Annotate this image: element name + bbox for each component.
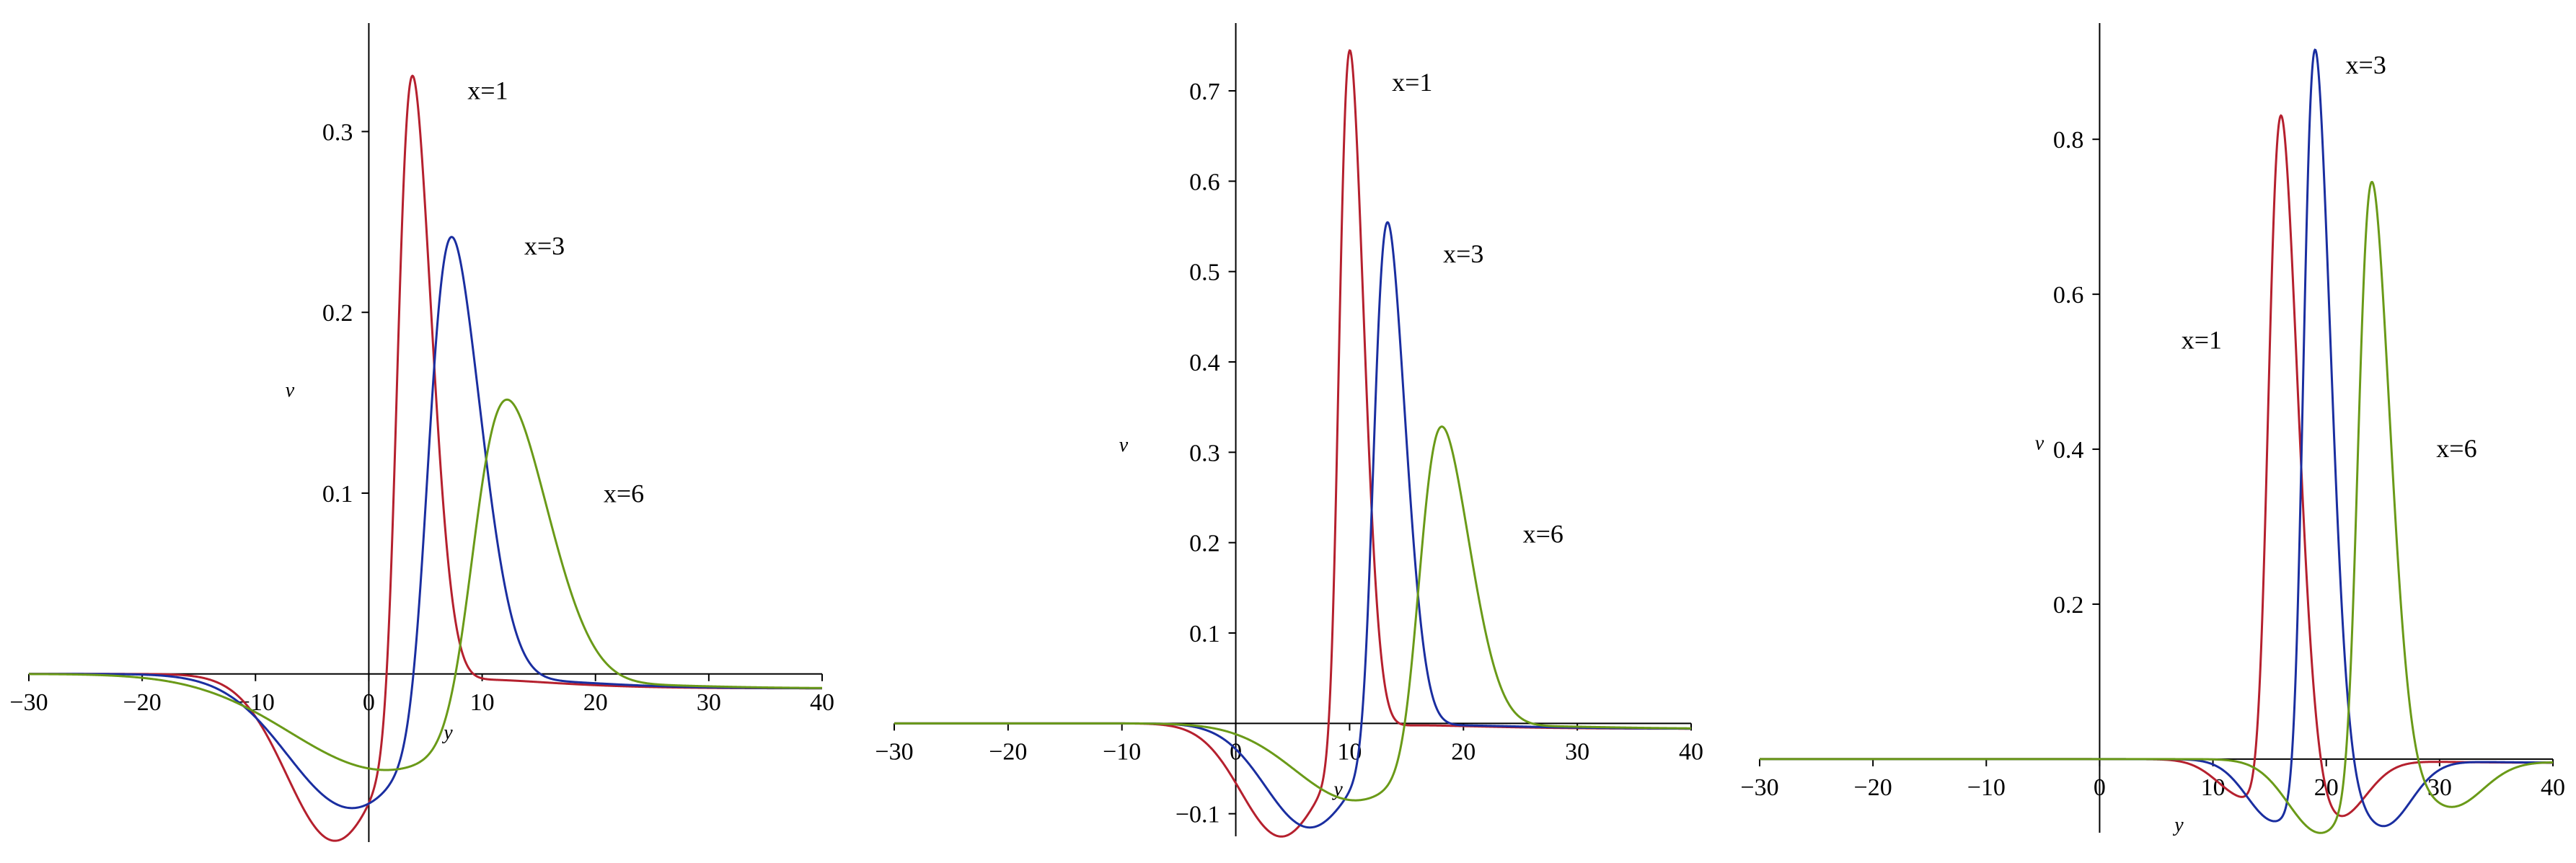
x-tick-label: 0 — [363, 689, 375, 716]
y-tick-label: 0.4 — [2053, 437, 2084, 464]
curve-annotation: x=1 — [2182, 325, 2222, 354]
y-tick-label: 0.1 — [1189, 621, 1220, 647]
y-tick-label: 0.2 — [1189, 531, 1220, 557]
y-tick-label: 0.2 — [2053, 592, 2084, 619]
x-tick-label: 40 — [2541, 774, 2565, 801]
chart-panel-2: −30 −20 −10 0 10 20 30 40−0.10.10.20.30.40.50.6… — [875, 23, 1703, 838]
x-tick-label: −10 — [1967, 774, 2006, 801]
x-tick-label: −20 — [1854, 774, 1892, 801]
x-tick-label: −20 — [989, 738, 1027, 765]
y-tick-label: 0.1 — [322, 481, 353, 508]
x-tick-label: 30 — [697, 689, 721, 716]
x-tick-label: 10 — [470, 689, 495, 716]
x-tick-label: 40 — [810, 689, 834, 716]
y-axis-label: v — [2035, 433, 2045, 455]
series-line-1 — [1760, 114, 2553, 818]
series-line-2 — [29, 236, 823, 810]
curve-annotation: x=3 — [2346, 50, 2386, 79]
series-line-3 — [894, 425, 1692, 802]
x-tick-label: −30 — [1740, 774, 1778, 801]
x-tick-label: −30 — [9, 689, 48, 716]
curve-annotation: x=6 — [604, 479, 644, 508]
y-tick-label: 0.2 — [322, 300, 353, 327]
y-tick-label: −0.1 — [1175, 802, 1220, 828]
series-line-1 — [29, 74, 822, 842]
x-tick-label: 30 — [2427, 774, 2452, 801]
series-line-2 — [894, 221, 1692, 829]
curve-annotation: x=6 — [2436, 434, 2476, 463]
y-axis-label: v — [286, 379, 295, 402]
curve-annotation: x=1 — [467, 76, 508, 105]
y-tick-label: 0.5 — [1189, 260, 1220, 286]
series-line-3 — [1760, 180, 2554, 834]
x-tick-label: 0 — [2094, 774, 2106, 801]
y-axis-label: v — [1119, 434, 1129, 456]
series-line-2 — [1760, 48, 2554, 828]
series-line-1 — [894, 49, 1691, 838]
y-tick-label: 0.4 — [1189, 350, 1220, 376]
curve-annotation: x=1 — [1392, 68, 1432, 97]
x-axis-label: y — [2172, 814, 2184, 836]
series-line-3 — [29, 398, 822, 771]
x-tick-label: 40 — [1679, 738, 1703, 765]
x-tick-label: 20 — [1451, 738, 1476, 765]
x-tick-label: 30 — [1565, 738, 1589, 765]
y-tick-label: 0.6 — [2053, 282, 2084, 309]
chart-panel-3: −30 −20 −10 0 10 20 30 400.20.40.60.8yvx=3x=1x=… — [1740, 23, 2565, 836]
curve-annotation: x=6 — [1523, 520, 1563, 549]
y-tick-label: 0.7 — [1189, 79, 1220, 105]
y-tick-label: 0.3 — [322, 119, 353, 146]
y-tick-label: 0.6 — [1189, 169, 1220, 195]
x-tick-label: −10 — [1103, 738, 1141, 765]
y-tick-label: 0.3 — [1189, 440, 1220, 466]
x-tick-label: −20 — [123, 689, 162, 716]
x-axis-label: y — [441, 722, 453, 744]
x-tick-label: 20 — [583, 689, 608, 716]
y-tick-label: 0.8 — [2053, 127, 2084, 154]
x-tick-label: −30 — [875, 738, 913, 765]
curve-annotation: x=3 — [524, 231, 565, 260]
x-tick-label: 0 — [1230, 738, 1242, 765]
curve-annotation: x=3 — [1443, 239, 1483, 268]
